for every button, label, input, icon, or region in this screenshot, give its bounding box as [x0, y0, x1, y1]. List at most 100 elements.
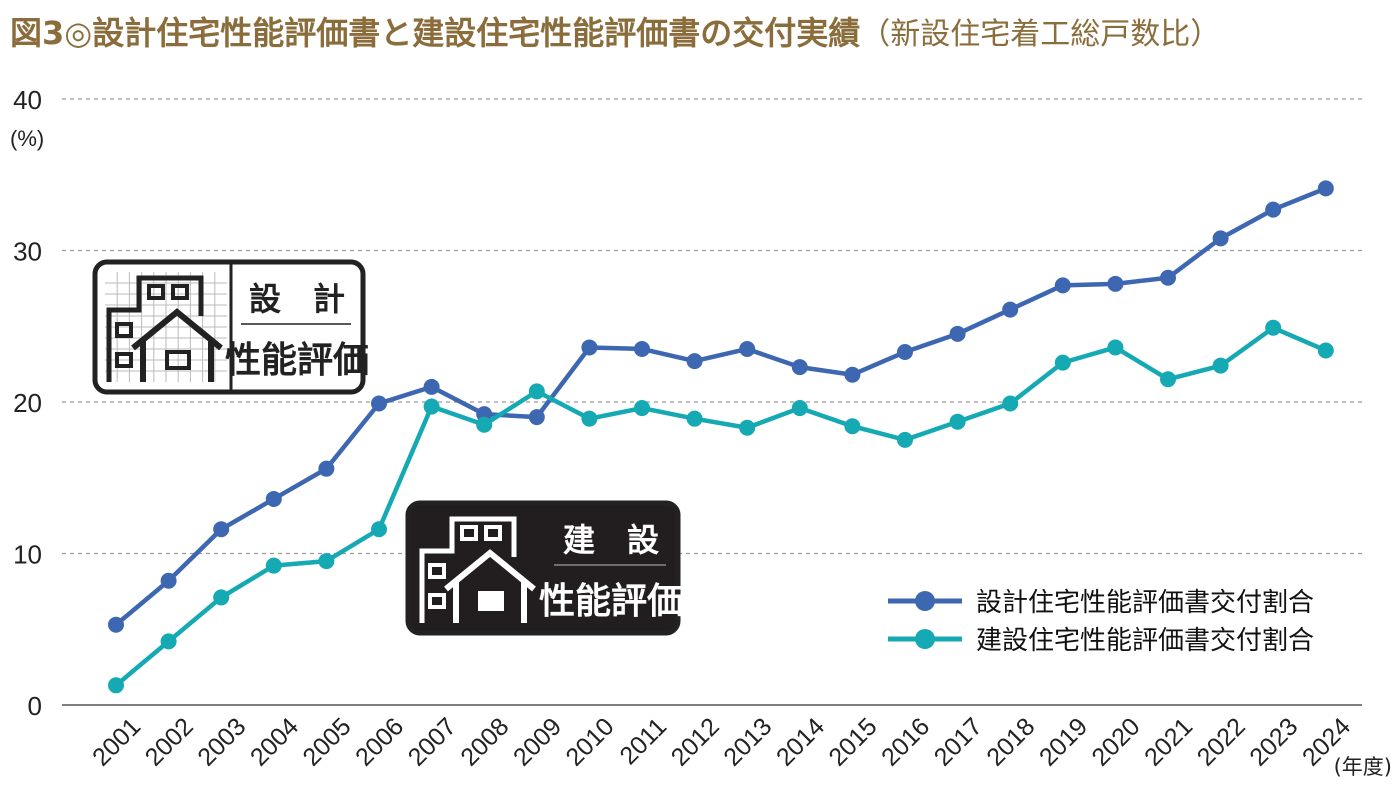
data-point-1	[528, 409, 545, 426]
x-tick-label: 2003	[192, 712, 251, 771]
data-point-1	[634, 340, 650, 357]
data-point-1	[791, 359, 808, 376]
x-axis-unit: (年度)	[1334, 755, 1392, 779]
x-tick-label: 2006	[350, 712, 409, 771]
data-point-2	[739, 419, 756, 436]
data-point-2	[686, 410, 703, 427]
legend-item: 建設住宅性能評価書交付割合	[888, 626, 1314, 656]
legend-marker	[915, 629, 935, 649]
x-tick-label: 2023	[1244, 712, 1303, 771]
x-tick-label: 2012	[666, 712, 725, 771]
data-point-1	[1265, 201, 1282, 218]
x-tick-label: 2013	[718, 712, 777, 771]
data-point-1	[318, 460, 335, 477]
data-point-1	[1002, 301, 1019, 318]
data-point-2	[1212, 357, 1229, 374]
x-tick-label: 2008	[455, 712, 514, 771]
data-point-2	[897, 431, 913, 448]
chart-title-bar: 図3◎設計住宅性能評価書と建設住宅性能評価書の交付実績（新設住宅着工総戸数比）	[10, 8, 1220, 54]
data-point-2	[844, 418, 861, 435]
data-point-1	[739, 340, 756, 357]
x-tick-label: 2005	[298, 712, 357, 771]
data-point-1	[213, 521, 230, 538]
x-tick-label: 2015	[824, 712, 883, 771]
data-point-2	[213, 589, 230, 606]
data-point-2	[528, 383, 545, 400]
data-point-2	[160, 633, 177, 650]
window-icon	[428, 563, 446, 579]
data-point-1	[1054, 277, 1071, 294]
x-tick-label: 2007	[403, 712, 462, 771]
data-point-1	[1160, 269, 1176, 286]
x-tick-label: 2017	[929, 712, 988, 771]
building-icon	[419, 516, 517, 623]
x-tick-label: 2020	[1087, 712, 1146, 771]
x-tick-label: 2004	[245, 712, 304, 771]
window-icon	[115, 322, 133, 338]
chart-title: 図3◎設計住宅性能評価書と建設住宅性能評価書の交付実績	[10, 14, 861, 52]
legend-marker	[915, 591, 935, 611]
legend-item: 設計住宅性能評価書交付割合	[888, 588, 1314, 618]
y-axis-unit: (%)	[10, 126, 44, 151]
data-point-2	[1002, 395, 1019, 412]
data-point-1	[1107, 275, 1124, 292]
house-icon	[131, 308, 223, 382]
window-icon	[460, 525, 478, 541]
x-tick-label: 2018	[981, 712, 1040, 771]
data-point-2	[1160, 371, 1176, 388]
x-tick-label: 2010	[561, 712, 620, 771]
x-tick-label: 2009	[508, 712, 567, 771]
x-tick-label: 2016	[876, 712, 935, 771]
data-point-2	[634, 400, 650, 417]
data-point-2	[581, 410, 598, 427]
house-window-icon	[478, 591, 504, 611]
data-point-2	[1265, 319, 1282, 336]
data-point-2	[265, 557, 282, 574]
data-point-2	[423, 398, 440, 415]
x-tick-label: 2022	[1192, 712, 1251, 771]
data-point-1	[897, 344, 913, 361]
window-icon	[484, 525, 502, 541]
legend-label: 設計住宅性能評価書交付割合	[976, 588, 1314, 618]
y-tick-label: 10	[13, 540, 42, 570]
data-point-1	[265, 490, 282, 507]
house-window-icon	[165, 350, 191, 370]
x-tick-label: 2001	[87, 712, 146, 771]
data-point-2	[1054, 354, 1071, 371]
x-tick-label: 2011	[614, 712, 672, 770]
y-tick-label: 20	[13, 388, 42, 418]
data-point-1	[949, 325, 966, 342]
data-point-1	[108, 616, 124, 633]
window-icon	[428, 593, 446, 609]
y-tick-label: 0	[28, 691, 42, 721]
y-tick-label: 40	[13, 85, 42, 115]
x-tick-label: 2014	[771, 712, 830, 771]
data-point-1	[423, 378, 440, 395]
building-icon	[106, 275, 204, 382]
data-point-1	[1212, 230, 1229, 247]
window-icon	[171, 284, 189, 300]
data-point-2	[791, 400, 808, 417]
data-point-1	[160, 572, 177, 589]
data-point-2	[949, 413, 966, 430]
data-point-2	[108, 677, 124, 694]
logo-top-text: 設 計	[249, 280, 345, 318]
x-tick-label: 2021	[1139, 712, 1198, 771]
data-point-2	[318, 553, 335, 570]
window-icon	[115, 352, 133, 368]
data-point-1	[1317, 180, 1334, 197]
data-point-2	[476, 416, 493, 433]
logo-top-text: 建 設	[563, 521, 659, 559]
series-line-1	[114, 186, 1327, 627]
y-tick-label: 30	[13, 237, 42, 267]
legend-label: 建設住宅性能評価書交付割合	[976, 626, 1314, 656]
chart-subtitle: （新設住宅着工総戸数比）	[860, 17, 1221, 52]
data-point-1	[686, 353, 703, 370]
logo-bottom-text: 性能評価	[225, 340, 369, 381]
x-tick-label: 2019	[1034, 712, 1093, 771]
data-point-2	[371, 521, 387, 538]
series-line-2	[114, 325, 1327, 688]
